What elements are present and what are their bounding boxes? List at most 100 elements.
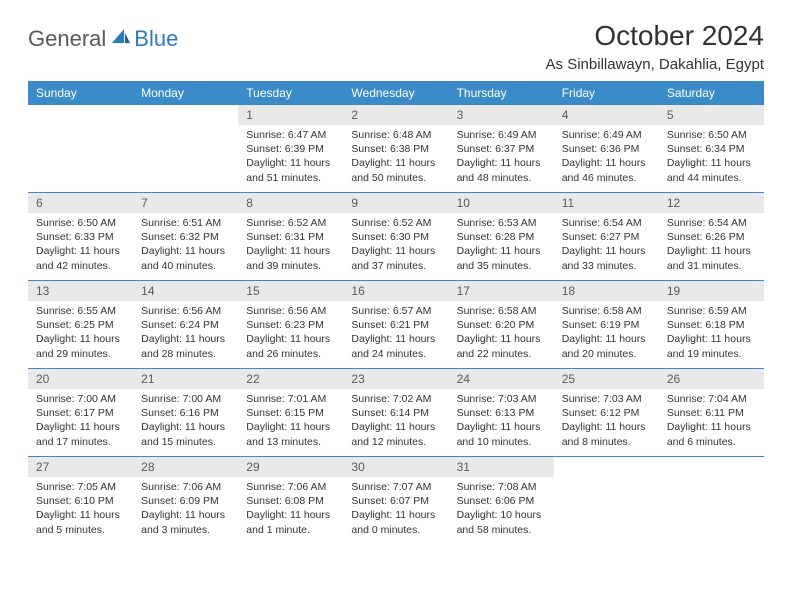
sunrise-text: Sunrise: 6:49 AM — [562, 128, 651, 142]
sunset-text: Sunset: 6:07 PM — [351, 494, 440, 508]
sunrise-text: Sunrise: 6:54 AM — [562, 216, 651, 230]
sunrise-text: Sunrise: 7:05 AM — [36, 480, 125, 494]
day-cell: 1Sunrise: 6:47 AMSunset: 6:39 PMDaylight… — [238, 104, 343, 192]
daylight-text: Daylight: 11 hours and 51 minutes. — [246, 156, 335, 184]
sunrise-text: Sunrise: 7:00 AM — [141, 392, 230, 406]
day-cell: 15Sunrise: 6:56 AMSunset: 6:23 PMDayligh… — [238, 280, 343, 368]
day-number: 30 — [343, 456, 448, 477]
day-body: Sunrise: 6:49 AMSunset: 6:36 PMDaylight:… — [554, 125, 659, 187]
day-number: 17 — [449, 280, 554, 301]
day-body: Sunrise: 6:47 AMSunset: 6:39 PMDaylight:… — [238, 125, 343, 187]
blank-cell — [659, 456, 764, 544]
sunset-text: Sunset: 6:15 PM — [246, 406, 335, 420]
sunset-text: Sunset: 6:33 PM — [36, 230, 125, 244]
sunrise-text: Sunrise: 6:49 AM — [457, 128, 546, 142]
daylight-text: Daylight: 11 hours and 40 minutes. — [141, 244, 230, 272]
day-body: Sunrise: 7:08 AMSunset: 6:06 PMDaylight:… — [449, 477, 554, 539]
daylight-text: Daylight: 11 hours and 37 minutes. — [351, 244, 440, 272]
day-cell: 14Sunrise: 6:56 AMSunset: 6:24 PMDayligh… — [133, 280, 238, 368]
blank-fill — [554, 456, 659, 544]
daylight-text: Daylight: 11 hours and 5 minutes. — [36, 508, 125, 536]
day-body: Sunrise: 7:03 AMSunset: 6:12 PMDaylight:… — [554, 389, 659, 451]
logo-word-general: General — [28, 26, 106, 52]
day-cell: 6Sunrise: 6:50 AMSunset: 6:33 PMDaylight… — [28, 192, 133, 280]
daylight-text: Daylight: 11 hours and 20 minutes. — [562, 332, 651, 360]
day-body: Sunrise: 6:49 AMSunset: 6:37 PMDaylight:… — [449, 125, 554, 187]
week-row: 13Sunrise: 6:55 AMSunset: 6:25 PMDayligh… — [28, 280, 764, 368]
sunrise-text: Sunrise: 6:50 AM — [36, 216, 125, 230]
month-title: October 2024 — [546, 20, 764, 52]
week-row: 20Sunrise: 7:00 AMSunset: 6:17 PMDayligh… — [28, 368, 764, 456]
sunrise-text: Sunrise: 6:48 AM — [351, 128, 440, 142]
daylight-text: Daylight: 11 hours and 3 minutes. — [141, 508, 230, 536]
daylight-text: Daylight: 11 hours and 31 minutes. — [667, 244, 756, 272]
dayhead-sunday: Sunday — [28, 81, 133, 104]
sunrise-text: Sunrise: 6:52 AM — [351, 216, 440, 230]
day-cell: 30Sunrise: 7:07 AMSunset: 6:07 PMDayligh… — [343, 456, 448, 544]
sunrise-text: Sunrise: 6:57 AM — [351, 304, 440, 318]
sunset-text: Sunset: 6:39 PM — [246, 142, 335, 156]
blank-cell — [28, 104, 133, 192]
calendar-body: 1Sunrise: 6:47 AMSunset: 6:39 PMDaylight… — [28, 104, 764, 544]
day-number: 8 — [238, 192, 343, 213]
day-number: 25 — [554, 368, 659, 389]
day-number: 2 — [343, 104, 448, 125]
day-body: Sunrise: 7:00 AMSunset: 6:17 PMDaylight:… — [28, 389, 133, 451]
day-cell: 10Sunrise: 6:53 AMSunset: 6:28 PMDayligh… — [449, 192, 554, 280]
day-cell: 13Sunrise: 6:55 AMSunset: 6:25 PMDayligh… — [28, 280, 133, 368]
day-body: Sunrise: 7:01 AMSunset: 6:15 PMDaylight:… — [238, 389, 343, 451]
sunset-text: Sunset: 6:16 PM — [141, 406, 230, 420]
sunrise-text: Sunrise: 6:52 AM — [246, 216, 335, 230]
daylight-text: Daylight: 11 hours and 17 minutes. — [36, 420, 125, 448]
dayhead-saturday: Saturday — [659, 81, 764, 104]
day-cell: 20Sunrise: 7:00 AMSunset: 6:17 PMDayligh… — [28, 368, 133, 456]
day-body: Sunrise: 6:58 AMSunset: 6:20 PMDaylight:… — [449, 301, 554, 363]
day-number: 29 — [238, 456, 343, 477]
daylight-text: Daylight: 11 hours and 46 minutes. — [562, 156, 651, 184]
dayhead-thursday: Thursday — [449, 81, 554, 104]
day-number: 21 — [133, 368, 238, 389]
daylight-text: Daylight: 11 hours and 24 minutes. — [351, 332, 440, 360]
logo-sail-icon — [110, 27, 132, 52]
daylight-text: Daylight: 11 hours and 22 minutes. — [457, 332, 546, 360]
day-body: Sunrise: 7:00 AMSunset: 6:16 PMDaylight:… — [133, 389, 238, 451]
day-body: Sunrise: 6:57 AMSunset: 6:21 PMDaylight:… — [343, 301, 448, 363]
sunset-text: Sunset: 6:25 PM — [36, 318, 125, 332]
sunrise-text: Sunrise: 6:55 AM — [36, 304, 125, 318]
blank-cell — [133, 104, 238, 192]
sunset-text: Sunset: 6:20 PM — [457, 318, 546, 332]
title-block: October 2024 As Sinbillawayn, Dakahlia, … — [546, 20, 764, 73]
blank-fill — [133, 104, 238, 192]
logo: General Blue — [28, 26, 178, 52]
day-body: Sunrise: 6:55 AMSunset: 6:25 PMDaylight:… — [28, 301, 133, 363]
daylight-text: Daylight: 11 hours and 10 minutes. — [457, 420, 546, 448]
day-body: Sunrise: 7:02 AMSunset: 6:14 PMDaylight:… — [343, 389, 448, 451]
sunrise-text: Sunrise: 6:58 AM — [562, 304, 651, 318]
sunset-text: Sunset: 6:32 PM — [141, 230, 230, 244]
day-cell: 24Sunrise: 7:03 AMSunset: 6:13 PMDayligh… — [449, 368, 554, 456]
day-body: Sunrise: 6:56 AMSunset: 6:24 PMDaylight:… — [133, 301, 238, 363]
daylight-text: Daylight: 11 hours and 19 minutes. — [667, 332, 756, 360]
day-body: Sunrise: 7:07 AMSunset: 6:07 PMDaylight:… — [343, 477, 448, 539]
sunrise-text: Sunrise: 6:59 AM — [667, 304, 756, 318]
day-body: Sunrise: 6:59 AMSunset: 6:18 PMDaylight:… — [659, 301, 764, 363]
sunrise-text: Sunrise: 6:56 AM — [246, 304, 335, 318]
day-body: Sunrise: 6:53 AMSunset: 6:28 PMDaylight:… — [449, 213, 554, 275]
day-number: 15 — [238, 280, 343, 301]
day-body: Sunrise: 6:52 AMSunset: 6:30 PMDaylight:… — [343, 213, 448, 275]
day-cell: 31Sunrise: 7:08 AMSunset: 6:06 PMDayligh… — [449, 456, 554, 544]
day-body: Sunrise: 6:48 AMSunset: 6:38 PMDaylight:… — [343, 125, 448, 187]
day-number: 22 — [238, 368, 343, 389]
day-cell: 22Sunrise: 7:01 AMSunset: 6:15 PMDayligh… — [238, 368, 343, 456]
day-number: 23 — [343, 368, 448, 389]
day-number: 14 — [133, 280, 238, 301]
sunset-text: Sunset: 6:28 PM — [457, 230, 546, 244]
daylight-text: Daylight: 11 hours and 33 minutes. — [562, 244, 651, 272]
sunset-text: Sunset: 6:13 PM — [457, 406, 546, 420]
sunrise-text: Sunrise: 7:02 AM — [351, 392, 440, 406]
day-number: 7 — [133, 192, 238, 213]
day-cell: 9Sunrise: 6:52 AMSunset: 6:30 PMDaylight… — [343, 192, 448, 280]
daylight-text: Daylight: 11 hours and 42 minutes. — [36, 244, 125, 272]
sunrise-text: Sunrise: 6:50 AM — [667, 128, 756, 142]
day-cell: 4Sunrise: 6:49 AMSunset: 6:36 PMDaylight… — [554, 104, 659, 192]
